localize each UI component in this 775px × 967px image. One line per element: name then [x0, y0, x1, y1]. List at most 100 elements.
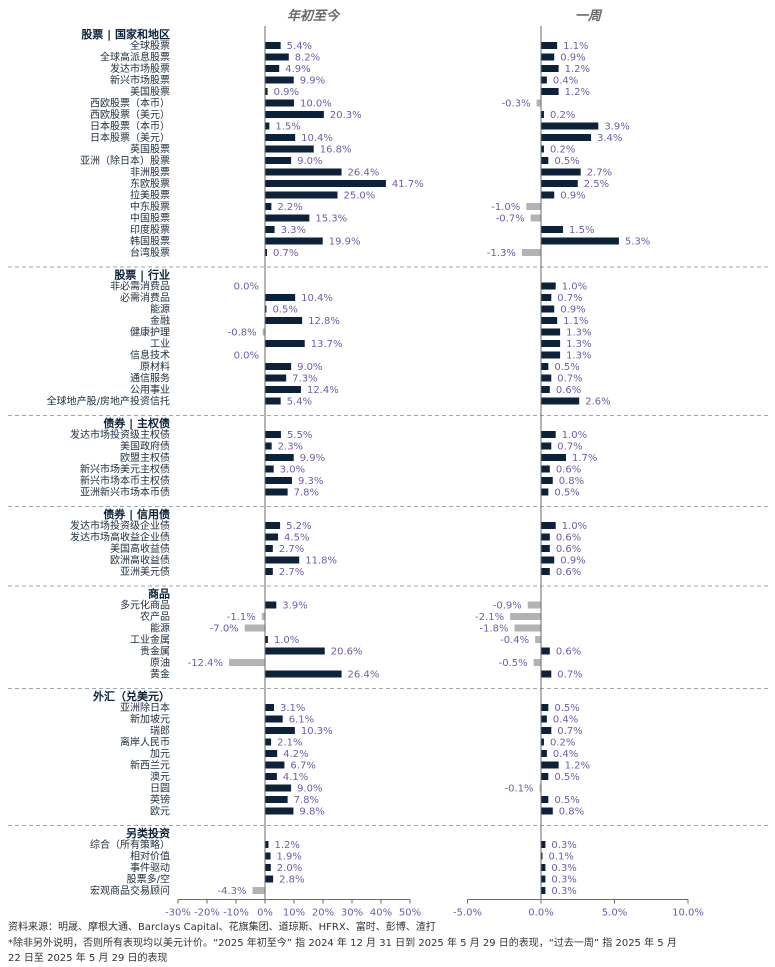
ytd-value-label: 10.4%: [301, 133, 333, 144]
ytd-bar: [265, 65, 280, 72]
ytd-value-label: 9.9%: [300, 453, 325, 464]
ytd-value-label: 7.8%: [294, 488, 319, 499]
week-bar: [541, 363, 549, 370]
row-label: 新兴市场本币主权债: [80, 474, 170, 487]
week-bar: [541, 191, 555, 199]
ytd-bar: [265, 784, 292, 792]
week-bar: [541, 887, 546, 894]
row-label: 新加坡元: [130, 713, 170, 726]
week-bar: [541, 374, 552, 382]
week-value-label: 0.6%: [556, 533, 581, 544]
week-value-label: 0.5%: [554, 156, 579, 167]
row-label: 中东股票: [130, 200, 170, 213]
row-label: 相对价值: [130, 850, 170, 863]
row-label: 西欧股票（本币）: [90, 97, 170, 110]
week-value-label: 0.8%: [559, 476, 584, 487]
week-value-label: 1.0%: [562, 282, 587, 293]
ytd-value-label: 10.0%: [300, 99, 332, 110]
row-label: 全球高派息股票: [100, 51, 170, 64]
week-value-label: 2.5%: [584, 179, 609, 190]
week-bar: [535, 636, 541, 643]
row-label: 英国股票: [130, 143, 170, 156]
ytd-bar: [261, 613, 265, 620]
row-label: 新西兰元: [130, 759, 170, 772]
week-value-label: 0.5%: [554, 488, 579, 499]
ytd-value-label: 1.5%: [275, 122, 300, 133]
week-bar: [541, 351, 561, 359]
row-label: 全球股票: [130, 39, 170, 52]
row-label: 股票多/空: [127, 873, 170, 886]
ytd-value-label: 9.0%: [297, 784, 322, 795]
week-value-label: 1.2%: [565, 64, 590, 75]
week-value-label: 0.7%: [557, 670, 582, 681]
ytd-value-label: 9.0%: [297, 362, 322, 373]
week-bar: [541, 556, 555, 564]
row-label: 全球地产股/房地产投资信托: [47, 395, 170, 408]
row-label: 日本股票（美元）: [90, 131, 170, 144]
ytd-value-label: 13.7%: [311, 339, 343, 350]
ytd-bar: [265, 340, 305, 347]
week-tick-label: 5.0%: [602, 908, 627, 919]
ytd-bar: [265, 386, 301, 393]
week-value-label: 0.7%: [557, 374, 582, 385]
week-value-label: -2.1%: [475, 612, 504, 623]
ytd-bar: [252, 887, 265, 894]
row-label: 非必需消费品: [110, 280, 170, 293]
week-value-label: 1.3%: [566, 351, 591, 362]
week-bar: [541, 42, 558, 49]
week-value-label: 1.2%: [565, 761, 590, 772]
week-tick-label: 0.0%: [528, 908, 553, 919]
week-value-label: 2.6%: [585, 397, 610, 408]
row-label: 贵金属: [140, 645, 170, 658]
week-bar: [541, 226, 564, 233]
week-bar: [541, 76, 547, 84]
week-value-label: 1.2%: [565, 87, 590, 98]
week-tick-label: -5.0%: [453, 908, 482, 919]
ytd-value-label: 25.0%: [344, 191, 376, 202]
week-value-label: 0.1%: [548, 852, 573, 863]
ytd-bar: [265, 796, 288, 803]
row-label: 通信服务: [130, 372, 170, 385]
ytd-bar: [265, 134, 296, 141]
week-value-label: 0.6%: [556, 567, 581, 578]
ytd-value-label: 20.6%: [331, 647, 363, 658]
row-label: 综合（所有策略）: [90, 838, 170, 851]
week-value-label: 5.3%: [625, 237, 650, 248]
ytd-value-label: 2.7%: [279, 544, 304, 555]
ytd-bar: [265, 852, 271, 860]
week-value-label: 0.5%: [554, 362, 579, 373]
ytd-value-label: 7.3%: [292, 374, 317, 385]
week-value-label: 0.8%: [559, 807, 584, 818]
row-label: 必需消费品: [120, 291, 170, 304]
ytd-bar: [265, 226, 275, 233]
ytd-bar: [265, 477, 292, 484]
ytd-value-label: 41.7%: [392, 179, 424, 190]
ytd-bar: [265, 374, 287, 382]
section-title: 债券 | 主权债: [103, 416, 170, 430]
week-bar: [541, 53, 555, 61]
week-bar: [541, 796, 549, 803]
week-bar: [541, 841, 546, 848]
ytd-bar: [265, 704, 274, 711]
week-bar: [541, 294, 552, 301]
week-value-label: 3.9%: [604, 122, 629, 133]
week-value-label: 0.7%: [557, 293, 582, 304]
week-value-label: 0.9%: [560, 305, 585, 316]
row-label: 美国高收益债: [110, 542, 170, 555]
week-bar: [541, 237, 619, 245]
ytd-value-label: 10.3%: [301, 726, 333, 737]
ytd-bar: [265, 305, 267, 313]
week-value-label: 0.5%: [554, 772, 579, 783]
row-label: 美国政府债: [120, 440, 170, 453]
ytd-tick-label: 0%: [257, 908, 273, 919]
footnote-note: *除非另外说明，否则所有表现均以美元计价。“2025 年初至今” 指 2024 …: [8, 936, 677, 949]
week-value-label: 0.6%: [556, 465, 581, 476]
ytd-value-label: 11.8%: [305, 556, 337, 567]
row-label: 日本股票（本币）: [90, 120, 170, 133]
row-label: 台湾股票: [130, 246, 170, 259]
week-value-label: 1.0%: [562, 430, 587, 441]
ytd-value-label: 10.4%: [301, 293, 333, 304]
week-value-label: -0.1%: [505, 784, 534, 795]
ytd-value-label: 1.9%: [277, 852, 302, 863]
